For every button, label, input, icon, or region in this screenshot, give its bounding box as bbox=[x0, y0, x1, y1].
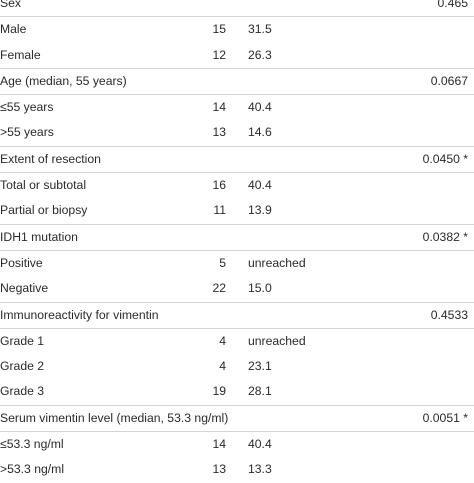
row-n: 14 bbox=[212, 437, 226, 452]
row-p-value: 0.4533 bbox=[430, 307, 468, 322]
row-label: Negative bbox=[0, 281, 49, 296]
row-idh1-negative: Negative 22 15.0 bbox=[0, 276, 474, 303]
row-p-value: 0.0051 * bbox=[422, 410, 468, 425]
row-label: ≤53.3 ng/ml bbox=[0, 437, 64, 452]
row-label: Grade 1 bbox=[0, 333, 45, 348]
row-median: 23.1 bbox=[248, 359, 272, 374]
row-n: 22 bbox=[212, 281, 226, 296]
row-n: 13 bbox=[212, 462, 226, 477]
row-label: Total or subtotal bbox=[0, 178, 87, 193]
row-label: Age (median, 55 years) bbox=[0, 73, 127, 88]
row-grade-2: Grade 2 4 23.1 bbox=[0, 354, 474, 379]
row-median: 13.3 bbox=[248, 462, 272, 477]
row-idh1-header: IDH1 mutation 0.0382 * bbox=[0, 225, 474, 251]
row-label: Positive bbox=[0, 255, 43, 270]
row-idh1-positive: Positive 5 unreached bbox=[0, 251, 474, 276]
row-grade-1: Grade 1 4 unreached bbox=[0, 329, 474, 354]
row-label: Extent of resection bbox=[0, 151, 101, 166]
row-label: IDH1 mutation bbox=[0, 229, 78, 244]
row-label: Male bbox=[0, 22, 27, 37]
row-median: 13.9 bbox=[248, 203, 272, 218]
row-grade-3: Grade 3 19 28.1 bbox=[0, 379, 474, 406]
row-female: Female 12 26.3 bbox=[0, 43, 474, 69]
row-label: >55 years bbox=[0, 125, 54, 140]
row-p-value: 0.465 bbox=[437, 0, 469, 10]
row-median: 40.4 bbox=[248, 437, 272, 452]
row-vimentin-ir-header: Immunoreactivity for vimentin 0.4533 bbox=[0, 303, 474, 329]
row-sex-header: Sex 0.465 bbox=[0, 0, 474, 18]
row-label: >53.3 ng/ml bbox=[0, 462, 65, 477]
row-label: Serum vimentin level (median, 53.3 ng/ml… bbox=[0, 410, 229, 425]
row-n: 15 bbox=[212, 22, 226, 37]
row-resection-partial: Partial or biopsy 11 13.9 bbox=[0, 198, 474, 225]
row-median: unreached bbox=[248, 333, 306, 348]
row-label: Grade 3 bbox=[0, 384, 45, 399]
row-resection-header: Extent of resection 0.0450 * bbox=[0, 147, 474, 174]
row-label: Immunoreactivity for vimentin bbox=[0, 307, 159, 322]
row-n: 14 bbox=[212, 100, 226, 115]
row-label: Sex bbox=[0, 0, 22, 10]
row-median: 40.4 bbox=[248, 100, 272, 115]
row-p-value: 0.0382 * bbox=[422, 229, 468, 244]
row-label: Partial or biopsy bbox=[0, 203, 88, 218]
row-resection-total: Total or subtotal 16 40.4 bbox=[0, 173, 474, 198]
row-median: 28.1 bbox=[248, 384, 272, 399]
row-n: 13 bbox=[212, 125, 226, 140]
row-age-header: Age (median, 55 years) 0.0667 bbox=[0, 69, 474, 96]
row-n: 4 bbox=[219, 359, 226, 374]
row-label: Female bbox=[0, 47, 41, 62]
row-median: unreached bbox=[248, 255, 306, 270]
row-median: 26.3 bbox=[248, 47, 272, 62]
row-n: 16 bbox=[212, 178, 226, 193]
row-n: 19 bbox=[212, 384, 226, 399]
row-serum-vimentin-header: Serum vimentin level (median, 53.3 ng/ml… bbox=[0, 406, 474, 433]
row-label: Grade 2 bbox=[0, 359, 45, 374]
row-label: ≤55 years bbox=[0, 100, 54, 115]
row-median: 15.0 bbox=[248, 281, 272, 296]
row-median: 31.5 bbox=[248, 22, 272, 37]
row-p-value: 0.0450 * bbox=[422, 151, 468, 166]
row-n: 12 bbox=[212, 47, 226, 62]
row-male: Male 15 31.5 bbox=[0, 17, 474, 42]
row-serum-gt53: >53.3 ng/ml 13 13.3 bbox=[0, 457, 474, 482]
row-age-le55: ≤55 years 14 40.4 bbox=[0, 95, 474, 120]
row-n: 11 bbox=[213, 203, 226, 218]
row-serum-le53: ≤53.3 ng/ml 14 40.4 bbox=[0, 432, 474, 457]
row-age-gt55: >55 years 13 14.6 bbox=[0, 120, 474, 147]
row-median: 14.6 bbox=[248, 125, 272, 140]
row-p-value: 0.0667 bbox=[430, 73, 468, 88]
row-median: 40.4 bbox=[248, 178, 272, 193]
row-n: 4 bbox=[219, 333, 226, 348]
row-n: 5 bbox=[219, 255, 226, 270]
